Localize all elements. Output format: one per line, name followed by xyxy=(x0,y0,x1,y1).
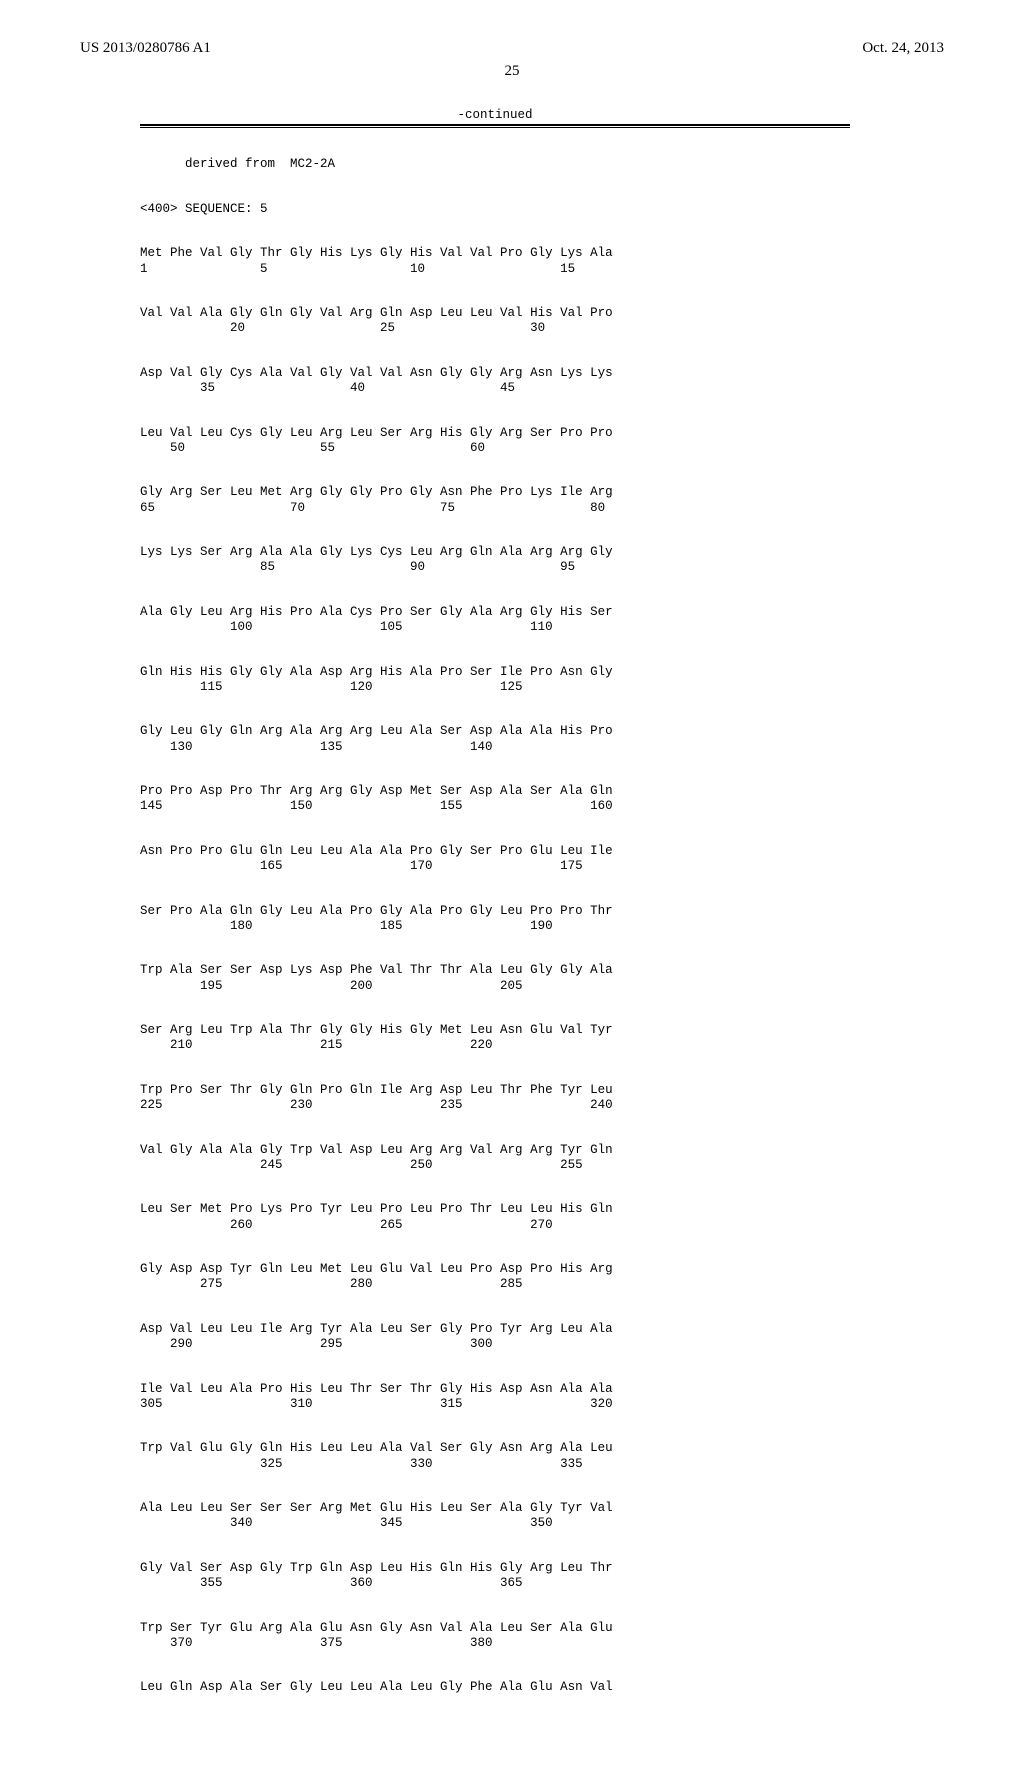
aa-row: Leu Gln Asp Ala Ser Gly Leu Leu Ala Leu … xyxy=(140,1680,613,1694)
sequence-block: -continued derived from MC2-2A <400> SEQ… xyxy=(140,108,944,1740)
sequence-row: Lys Lys Ser Arg Ala Ala Gly Lys Cys Leu … xyxy=(140,545,944,576)
aa-row: Lys Lys Ser Arg Ala Ala Gly Lys Cys Leu … xyxy=(140,545,613,559)
pos-row: 275 280 285 xyxy=(140,1277,523,1291)
sequence-row: Leu Val Leu Cys Gly Leu Arg Leu Ser Arg … xyxy=(140,426,944,457)
aa-row: Trp Pro Ser Thr Gly Gln Pro Gln Ile Arg … xyxy=(140,1083,613,1097)
sequence-row: Asp Val Gly Cys Ala Val Gly Val Val Asn … xyxy=(140,366,944,397)
pos-row: 35 40 45 xyxy=(140,381,515,395)
document-page: US 2013/0280786 A1 Oct. 24, 2013 25 -con… xyxy=(0,0,1024,1780)
pos-row: 65 70 75 80 xyxy=(140,501,605,515)
pos-row: 340 345 350 xyxy=(140,1516,553,1530)
aa-row: Gln His His Gly Gly Ala Asp Arg His Ala … xyxy=(140,665,613,679)
sequence-row: Ser Pro Ala Gln Gly Leu Ala Pro Gly Ala … xyxy=(140,904,944,935)
pos-row: 100 105 110 xyxy=(140,620,553,634)
doc-number: US 2013/0280786 A1 xyxy=(80,40,211,57)
aa-row: Trp Ala Ser Ser Asp Lys Asp Phe Val Thr … xyxy=(140,963,613,977)
rule-band xyxy=(140,124,850,128)
continued-label: -continued xyxy=(140,108,850,122)
pos-row: 165 170 175 xyxy=(140,859,583,873)
sequence-row: Ala Gly Leu Arg His Pro Ala Cys Pro Ser … xyxy=(140,605,944,636)
sequence-listing: derived from MC2-2A <400> SEQUENCE: 5 Me… xyxy=(140,142,944,1740)
sequence-row: Trp Val Glu Gly Gln His Leu Leu Ala Val … xyxy=(140,1441,944,1472)
aa-row: Gly Arg Ser Leu Met Arg Gly Gly Pro Gly … xyxy=(140,485,613,499)
pos-row: 180 185 190 xyxy=(140,919,553,933)
pos-row: 355 360 365 xyxy=(140,1576,523,1590)
aa-row: Gly Asp Asp Tyr Gln Leu Met Leu Glu Val … xyxy=(140,1262,613,1276)
sequence-row: Asn Pro Pro Glu Gln Leu Leu Ala Ala Pro … xyxy=(140,844,944,875)
pos-row: 20 25 30 xyxy=(140,321,545,335)
sequence-row: Met Phe Val Gly Thr Gly His Lys Gly His … xyxy=(140,246,944,277)
sequence-row: Leu Gln Asp Ala Ser Gly Leu Leu Ala Leu … xyxy=(140,1680,944,1695)
sequence-row: Gly Asp Asp Tyr Gln Leu Met Leu Glu Val … xyxy=(140,1262,944,1293)
pos-row: 115 120 125 xyxy=(140,680,523,694)
sequence-row: Gln His His Gly Gly Ala Asp Arg His Ala … xyxy=(140,665,944,696)
aa-row: Met Phe Val Gly Thr Gly His Lys Gly His … xyxy=(140,246,613,260)
sequence-row: Trp Pro Ser Thr Gly Gln Pro Gln Ile Arg … xyxy=(140,1083,944,1114)
sequence-row: Ser Arg Leu Trp Ala Thr Gly Gly His Gly … xyxy=(140,1023,944,1054)
pos-row: 225 230 235 240 xyxy=(140,1098,613,1112)
aa-row: Ser Arg Leu Trp Ala Thr Gly Gly His Gly … xyxy=(140,1023,613,1037)
aa-row: Trp Ser Tyr Glu Arg Ala Glu Asn Gly Asn … xyxy=(140,1621,613,1635)
aa-row: Asn Pro Pro Glu Gln Leu Leu Ala Ala Pro … xyxy=(140,844,613,858)
pos-row: 85 90 95 xyxy=(140,560,575,574)
doc-date: Oct. 24, 2013 xyxy=(862,40,944,57)
aa-row: Ala Gly Leu Arg His Pro Ala Cys Pro Ser … xyxy=(140,605,613,619)
sequence-row: Gly Val Ser Asp Gly Trp Gln Asp Leu His … xyxy=(140,1561,944,1592)
aa-row: Leu Val Leu Cys Gly Leu Arg Leu Ser Arg … xyxy=(140,426,613,440)
sequence-row: Pro Pro Asp Pro Thr Arg Arg Gly Asp Met … xyxy=(140,784,944,815)
aa-row: Asp Val Gly Cys Ala Val Gly Val Val Asn … xyxy=(140,366,613,380)
aa-row: Gly Leu Gly Gln Arg Ala Arg Arg Leu Ala … xyxy=(140,724,613,738)
aa-row: Val Val Ala Gly Gln Gly Val Arg Gln Asp … xyxy=(140,306,613,320)
document-header: US 2013/0280786 A1 Oct. 24, 2013 xyxy=(80,40,944,57)
sequence-row: Trp Ala Ser Ser Asp Lys Asp Phe Val Thr … xyxy=(140,963,944,994)
sequence-row: Ala Leu Leu Ser Ser Ser Arg Met Glu His … xyxy=(140,1501,944,1532)
page-number: 25 xyxy=(80,63,944,80)
pos-row: 145 150 155 160 xyxy=(140,799,613,813)
aa-row: Ala Leu Leu Ser Ser Ser Arg Met Glu His … xyxy=(140,1501,613,1515)
aa-row: Ile Val Leu Ala Pro His Leu Thr Ser Thr … xyxy=(140,1382,613,1396)
pos-row: 210 215 220 xyxy=(140,1038,493,1052)
aa-row: Val Gly Ala Ala Gly Trp Val Asp Leu Arg … xyxy=(140,1143,613,1157)
aa-row: Asp Val Leu Leu Ile Arg Tyr Ala Leu Ser … xyxy=(140,1322,613,1336)
sequence-row: Trp Ser Tyr Glu Arg Ala Glu Asn Gly Asn … xyxy=(140,1621,944,1652)
pos-row: 245 250 255 xyxy=(140,1158,583,1172)
pos-row: 370 375 380 xyxy=(140,1636,493,1650)
sequence-row: Val Gly Ala Ala Gly Trp Val Asp Leu Arg … xyxy=(140,1143,944,1174)
pos-row: 1 5 10 15 xyxy=(140,262,575,276)
aa-row: Leu Ser Met Pro Lys Pro Tyr Leu Pro Leu … xyxy=(140,1202,613,1216)
aa-row: Pro Pro Asp Pro Thr Arg Arg Gly Asp Met … xyxy=(140,784,613,798)
derived-from: derived from MC2-2A xyxy=(140,157,944,172)
pos-row: 290 295 300 xyxy=(140,1337,493,1351)
sequence-row: Gly Leu Gly Gln Arg Ala Arg Arg Leu Ala … xyxy=(140,724,944,755)
sequence-row: Val Val Ala Gly Gln Gly Val Arg Gln Asp … xyxy=(140,306,944,337)
sequence-row: Gly Arg Ser Leu Met Arg Gly Gly Pro Gly … xyxy=(140,485,944,516)
pos-row: 305 310 315 320 xyxy=(140,1397,613,1411)
pos-row: 195 200 205 xyxy=(140,979,523,993)
sequence-row: Asp Val Leu Leu Ile Arg Tyr Ala Leu Ser … xyxy=(140,1322,944,1353)
pos-row: 260 265 270 xyxy=(140,1218,553,1232)
pos-row: 50 55 60 xyxy=(140,441,485,455)
sequence-number: <400> SEQUENCE: 5 xyxy=(140,202,944,217)
sequence-row: Ile Val Leu Ala Pro His Leu Thr Ser Thr … xyxy=(140,1382,944,1413)
aa-row: Ser Pro Ala Gln Gly Leu Ala Pro Gly Ala … xyxy=(140,904,613,918)
sequence-row: Leu Ser Met Pro Lys Pro Tyr Leu Pro Leu … xyxy=(140,1202,944,1233)
pos-row: 130 135 140 xyxy=(140,740,493,754)
pos-row: 325 330 335 xyxy=(140,1457,583,1471)
aa-row: Gly Val Ser Asp Gly Trp Gln Asp Leu His … xyxy=(140,1561,613,1575)
aa-row: Trp Val Glu Gly Gln His Leu Leu Ala Val … xyxy=(140,1441,613,1455)
